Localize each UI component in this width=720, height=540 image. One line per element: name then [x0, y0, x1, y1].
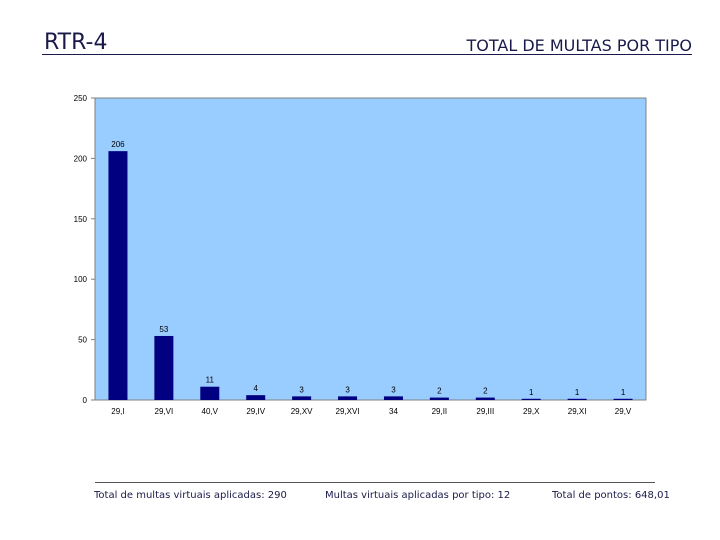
footer-total-points: Total de pontos: 648,01 [552, 490, 670, 501]
x-tick-label: 29,V [615, 407, 632, 416]
x-tick-label: 29,I [111, 407, 124, 416]
x-tick-label: 29,III [476, 407, 494, 416]
bar [154, 335, 174, 400]
x-tick-label: 29,X [523, 407, 540, 416]
x-tick-label: 34 [389, 407, 398, 416]
bar-value-label: 2 [483, 387, 488, 396]
bar [613, 398, 633, 400]
bar-value-label: 1 [529, 388, 534, 397]
bar [200, 386, 220, 400]
y-tick-label: 150 [74, 215, 88, 224]
x-tick-label: 40,V [202, 407, 219, 416]
bar-value-label: 1 [621, 388, 626, 397]
bar [567, 398, 587, 400]
bar [383, 396, 403, 400]
bar [292, 396, 312, 400]
bar-value-label: 3 [299, 385, 304, 394]
footer-by-type: Multas virtuais aplicadas por tipo: 12 [325, 490, 511, 501]
x-tick-label: 29,XV [291, 407, 313, 416]
x-tick-label: 29,XVI [336, 407, 360, 416]
bar [475, 397, 495, 400]
bar [521, 398, 541, 400]
bar-value-label: 11 [206, 376, 215, 385]
bar [429, 397, 449, 400]
bar-value-label: 2 [437, 387, 442, 396]
bar [338, 396, 358, 400]
x-tick-label: 29,XI [568, 407, 587, 416]
bar [246, 395, 266, 400]
bar-value-label: 3 [391, 385, 396, 394]
y-tick-label: 50 [78, 336, 87, 345]
bar-value-label: 53 [159, 325, 168, 334]
bar [108, 151, 128, 400]
plot-area [94, 97, 647, 401]
bar-value-label: 3 [345, 385, 350, 394]
bar-value-label: 206 [111, 140, 125, 149]
footer-total-virtual: Total de multas virtuais aplicadas: 290 [94, 490, 287, 501]
x-tick-label: 29,IV [246, 407, 265, 416]
header-rule [42, 54, 692, 55]
y-axis: 0 50 100 150 200 250 [74, 94, 95, 405]
y-tick-label: 0 [83, 396, 88, 405]
bars [108, 151, 633, 400]
y-tick-label: 100 [74, 275, 88, 284]
x-tick-label: 29,VI [155, 407, 174, 416]
slide-code: RTR-4 [44, 30, 108, 55]
footer-rule [95, 482, 655, 483]
x-tick-label: 29,II [432, 407, 448, 416]
slide-title: TOTAL DE MULTAS POR TIPO [466, 36, 692, 55]
x-axis-labels: 29,I 29,VI 40,V 29,IV 29,XV 29,XVI 34 29,II 29,I… [111, 407, 632, 416]
bar-value-label: 1 [575, 388, 580, 397]
bar-value-label: 4 [253, 384, 258, 393]
y-tick-label: 250 [74, 94, 88, 103]
y-tick-label: 200 [74, 154, 88, 163]
